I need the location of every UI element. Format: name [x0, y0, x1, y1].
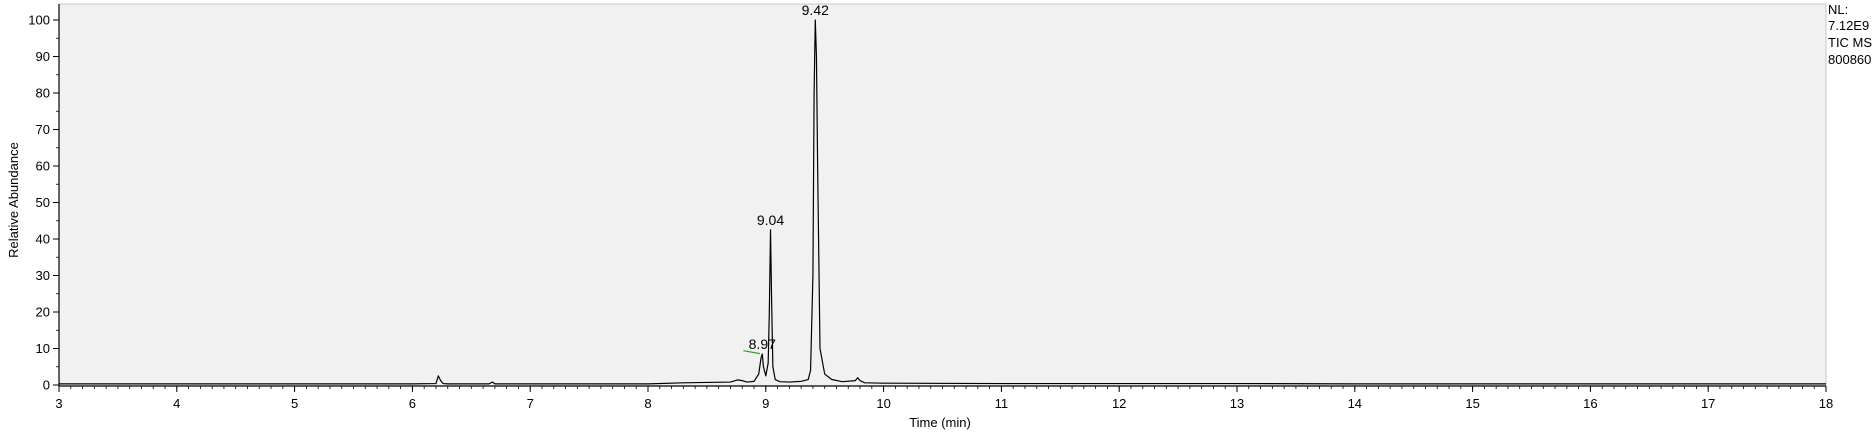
- y-tick-label: 40: [36, 232, 50, 247]
- peak-label: 9.04: [757, 212, 784, 228]
- y-tick-label: 80: [36, 86, 50, 101]
- x-tick-label: 14: [1348, 396, 1362, 411]
- y-axis: 0 10 20 30 40 50 60 70 80 90 100: [28, 4, 60, 393]
- y-tick-label: 20: [36, 305, 50, 320]
- y-tick-label: 70: [36, 122, 50, 137]
- plot-area: [58, 3, 1827, 387]
- y-tick-label: 50: [36, 195, 50, 210]
- x-tick-label: 18: [1819, 396, 1833, 411]
- tic-trace-line: [59, 19, 1826, 385]
- x-tick-label: 3: [55, 396, 62, 411]
- info-nl-value: 7.12E9: [1828, 18, 1869, 33]
- x-tick-label: 12: [1112, 396, 1126, 411]
- x-tick-label: 8: [644, 396, 651, 411]
- y-tick-label: 0: [43, 378, 50, 393]
- x-tick-label: 4: [173, 396, 180, 411]
- x-tick-label: 6: [409, 396, 416, 411]
- y-tick-label: 60: [36, 159, 50, 174]
- x-tick-label: 15: [1465, 396, 1479, 411]
- x-axis: 3 4 5 6 7 8 9 10 11 12 13 14 15 16 17 18: [55, 385, 1833, 411]
- x-tick-label: 5: [291, 396, 298, 411]
- info-scan-type: TIC MS: [1828, 35, 1872, 50]
- x-tick-label: 16: [1583, 396, 1597, 411]
- x-tick-label: 17: [1701, 396, 1715, 411]
- x-tick-label: 7: [527, 396, 534, 411]
- y-tick-label: 30: [36, 268, 50, 283]
- peak-label: 8.97: [749, 336, 776, 352]
- y-tick-label: 10: [36, 341, 50, 356]
- y-axis-title: Relative Abundance: [6, 142, 21, 258]
- info-block: NL: 7.12E9 TIC MS 800860: [1828, 2, 1872, 67]
- y-tick-label: 100: [28, 13, 50, 28]
- info-nl-label: NL:: [1828, 2, 1848, 17]
- peak-label: 9.42: [802, 2, 829, 18]
- x-tick-label: 10: [876, 396, 890, 411]
- x-tick-label: 11: [995, 396, 1009, 411]
- x-axis-title: Time (min): [909, 415, 971, 430]
- x-tick-label: 13: [1230, 396, 1244, 411]
- info-sample-id: 800860: [1828, 52, 1871, 67]
- series-group: [59, 19, 1826, 385]
- peak-labels: 8.97 9.04 9.42: [749, 2, 829, 352]
- x-tick-label: 9: [762, 396, 769, 411]
- peak-baseline-marker: [743, 350, 761, 355]
- y-tick-label: 90: [36, 49, 50, 64]
